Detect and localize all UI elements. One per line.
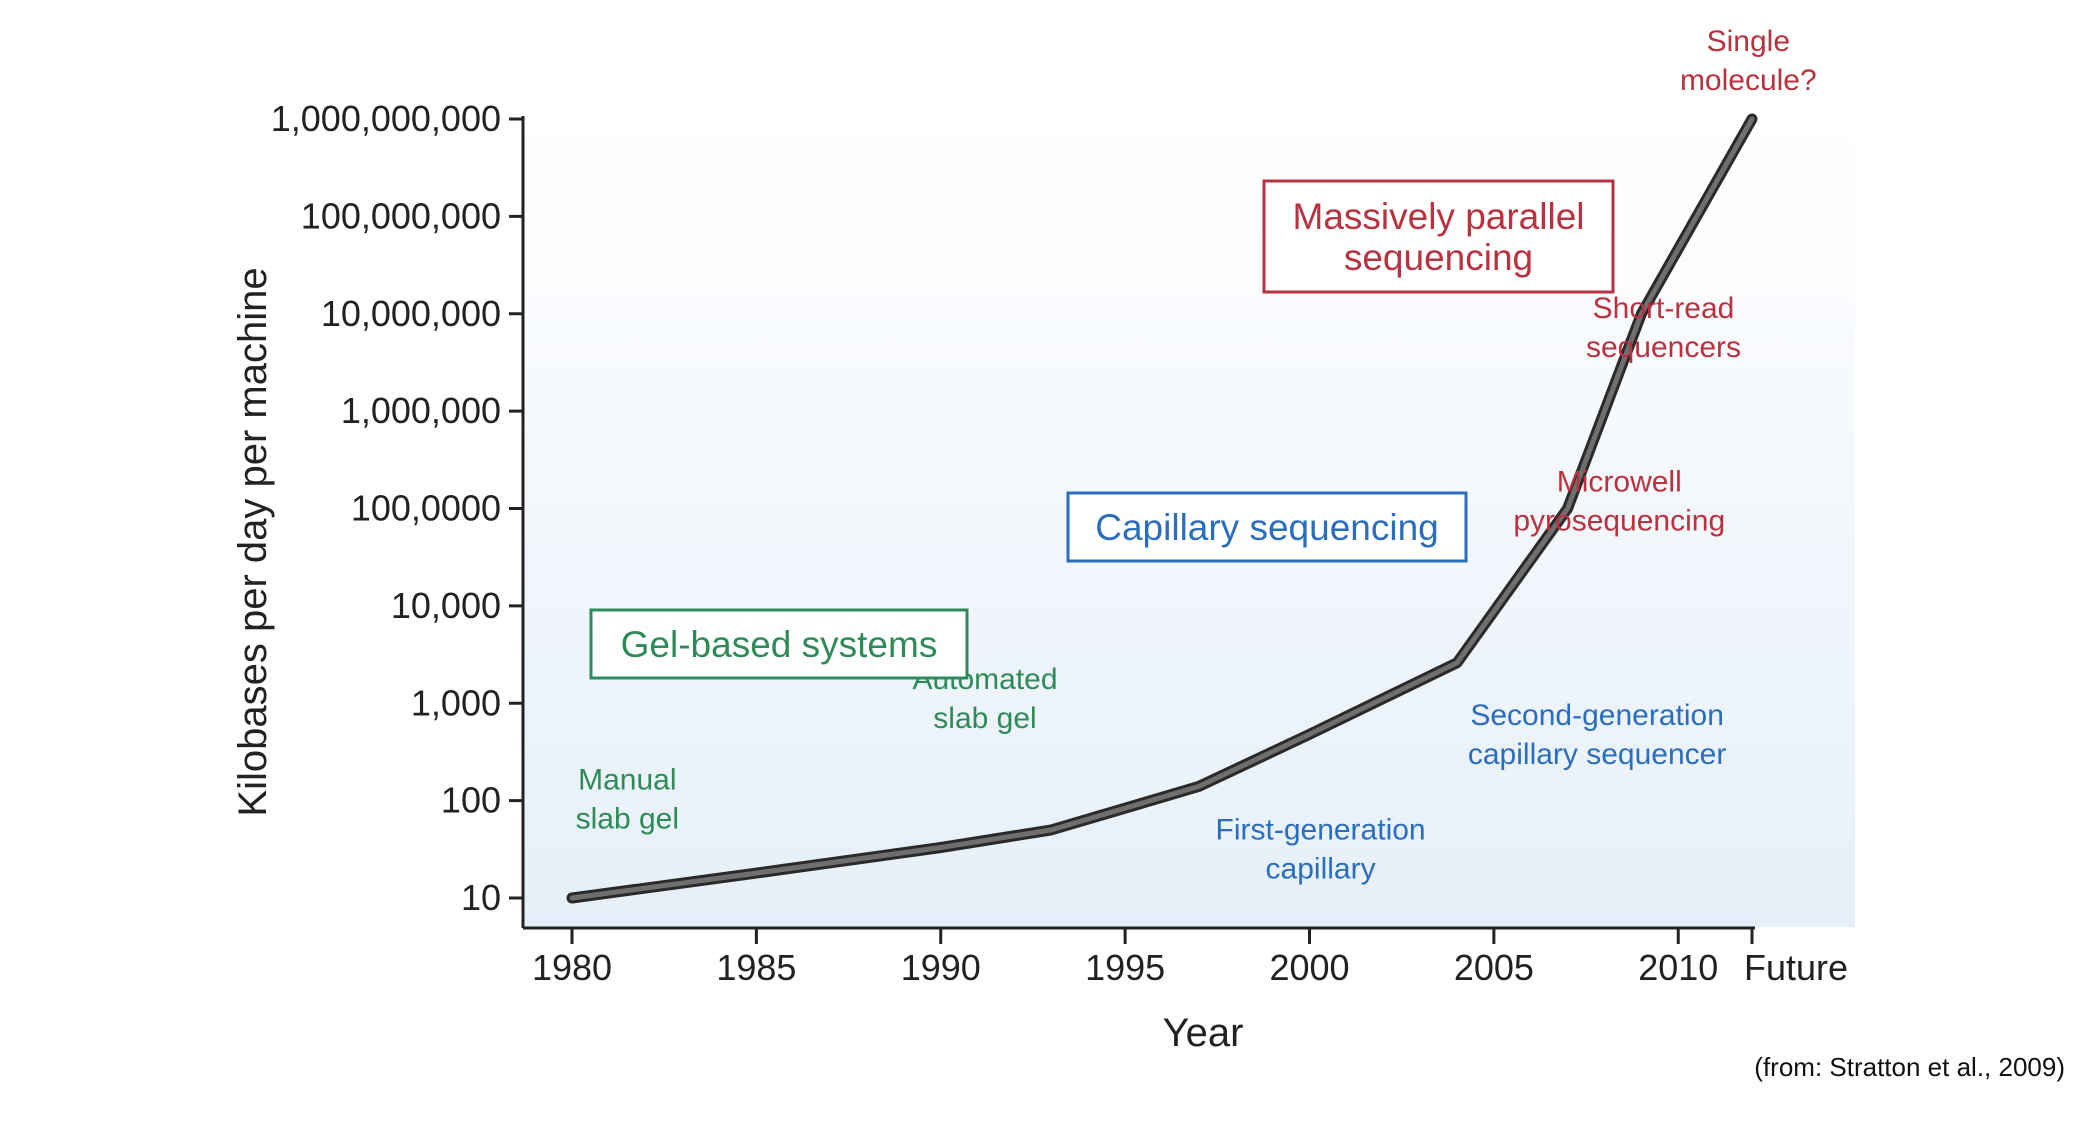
x-tick-label: 1985 [716, 947, 796, 988]
y-axis-title: Kilobases per day per machine [231, 267, 275, 816]
y-tick-label: 10,000,000 [321, 293, 501, 334]
y-tick-label: 10 [461, 877, 501, 918]
x-tick-label: 1980 [532, 947, 612, 988]
era-box [1262, 179, 1615, 294]
annotations: Manual slab gel Automated slab gel First-gen… [576, 25, 1817, 885]
era-box [589, 608, 969, 680]
y-tick-label: 1,000,000,000 [271, 98, 501, 139]
x-tick-label: 1990 [901, 947, 981, 988]
x-tick-label: Future [1744, 947, 1848, 988]
era-box-label: Capillary sequencing [1095, 507, 1438, 548]
x-tick-label: 2010 [1638, 947, 1718, 988]
y-tick-label: 1,000,000 [341, 390, 501, 431]
annotation-label: Automated slab gel [912, 663, 1057, 735]
series-line [566, 113, 1758, 904]
y-tick-label: 100,000,000 [301, 195, 501, 236]
axes: 10 100 1,000 10,000 100,0000 1,000,000 10,000,… [231, 98, 1848, 1055]
annotation-label: Second-generation capillary sequencer [1468, 699, 1726, 771]
annotation-label: First-generation capillary [1216, 813, 1426, 885]
annotation-label: Microwell pyrosequencing [1513, 465, 1725, 537]
y-tick-label: 10,000 [391, 585, 501, 626]
series-line-0 [569, 116, 1755, 901]
x-tick-label: 1995 [1085, 947, 1165, 988]
y-tick-label: 1,000 [411, 682, 501, 723]
era-box-label: Gel-based systems [621, 624, 938, 665]
era-boxes: Gel-based systems Capillary sequencing Mas… [589, 179, 1615, 680]
source-credit: (from: Stratton et al., 2009) [1754, 1052, 2065, 1082]
y-tick-label: 100 [441, 780, 501, 821]
annotation-label: Manual slab gel [576, 764, 679, 836]
x-tick-label: 2000 [1269, 947, 1349, 988]
annotation-label: Short-read sequencers [1586, 292, 1741, 364]
x-tick-label: 2005 [1454, 947, 1534, 988]
era-box-label: Massively parallel sequencing [1293, 196, 1585, 278]
x-axis-title: Year [1163, 1011, 1244, 1055]
era-box [1066, 491, 1468, 563]
y-tick-label: 100,0000 [351, 488, 501, 529]
annotation-label: Single molecule? [1680, 25, 1817, 97]
